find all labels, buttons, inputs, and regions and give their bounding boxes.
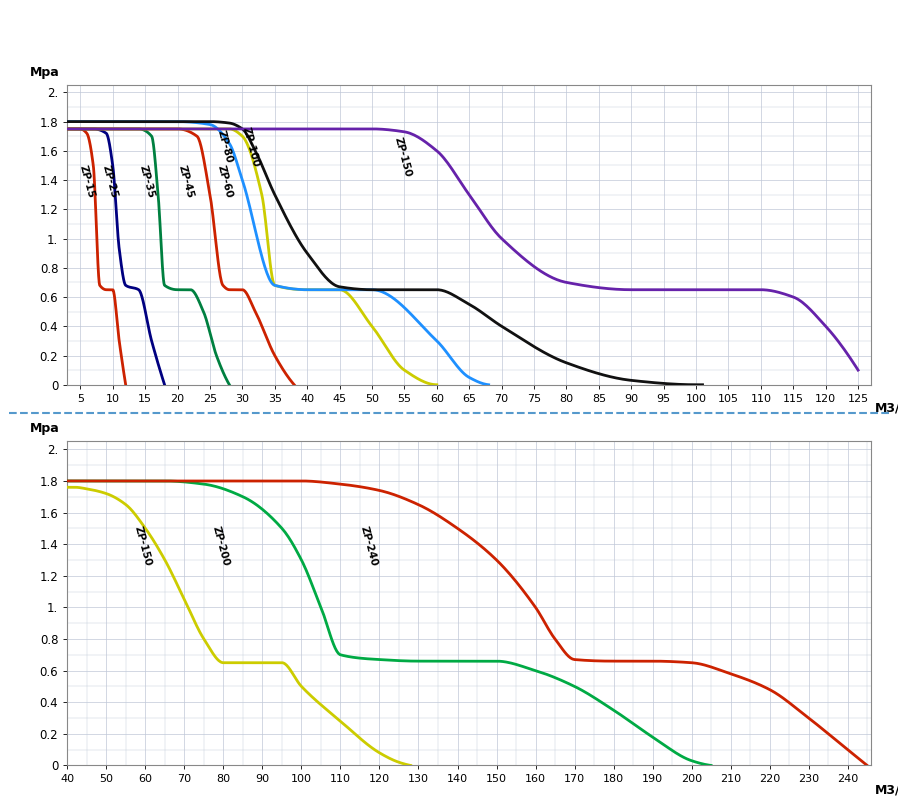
Text: ZP-200: ZP-200 bbox=[210, 525, 231, 567]
Text: ZP-150: ZP-150 bbox=[132, 525, 153, 567]
Text: ZP-25: ZP-25 bbox=[101, 164, 119, 199]
Text: ZP-35: ZP-35 bbox=[137, 164, 156, 199]
Text: ZP-45: ZP-45 bbox=[176, 164, 195, 199]
Text: ZP-15: ZP-15 bbox=[77, 164, 96, 199]
Text: ZP-100: ZP-100 bbox=[241, 126, 260, 168]
Text: M3/H: M3/H bbox=[875, 783, 898, 796]
Text: ZP-150: ZP-150 bbox=[392, 136, 413, 178]
Text: M3/H: M3/H bbox=[875, 401, 898, 414]
Text: Mpa: Mpa bbox=[30, 422, 59, 435]
Text: ZP-60: ZP-60 bbox=[216, 164, 233, 199]
Text: Pressure/Flow Curve: Pressure/Flow Curve bbox=[11, 14, 430, 47]
Text: ZP-80: ZP-80 bbox=[216, 129, 233, 164]
Text: ZP-240: ZP-240 bbox=[358, 525, 379, 567]
Text: Mpa: Mpa bbox=[30, 66, 59, 79]
